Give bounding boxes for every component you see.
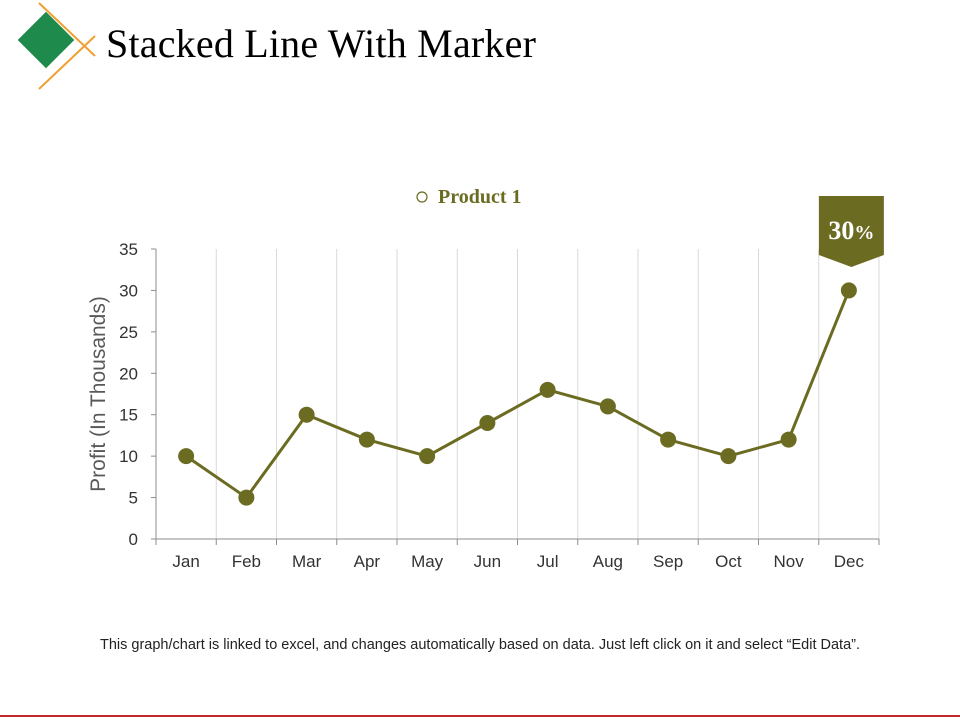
x-tick-label: Sep <box>653 552 683 571</box>
x-tick-label: Jun <box>474 552 501 571</box>
data-point <box>358 431 375 448</box>
legend-entry: Product 1 <box>438 186 522 208</box>
series-line <box>185 289 851 500</box>
data-point <box>660 431 677 448</box>
callout-banner <box>818 196 884 267</box>
x-tick-label: Mar <box>292 552 322 571</box>
chart-legend: Product 1 <box>416 186 522 208</box>
data-point <box>720 448 737 465</box>
data-point <box>539 381 556 398</box>
data-point <box>178 448 195 465</box>
x-axis-ticks: Jan Feb Mar Apr May Jun Jul Aug Sep Oct Nov Dec <box>155 539 880 571</box>
x-tick-label: Oct <box>715 552 742 571</box>
x-tick-label: Feb <box>232 552 261 571</box>
legend-marker-icon <box>416 191 428 203</box>
x-tick-label: Dec <box>834 552 865 571</box>
data-point <box>780 431 797 448</box>
y-axis-ticks: 0 5 10 15 20 25 30 35 <box>119 240 156 549</box>
slide-title: Stacked Line With Marker <box>106 21 537 66</box>
data-point <box>238 489 255 506</box>
callout-label: 30% <box>828 216 874 245</box>
data-point <box>298 406 315 423</box>
x-tick-label: Jan <box>172 552 199 571</box>
callout-value: 30 <box>828 216 854 245</box>
y-axis-label: Profit (In Thousands) <box>87 296 110 492</box>
chart-series <box>178 282 857 506</box>
y-axis-label-group: Profit (In Thousands) <box>87 296 110 492</box>
y-tick-label: 5 <box>129 489 138 508</box>
x-tick-label: May <box>411 552 444 571</box>
value-callout: 30% <box>818 196 884 267</box>
y-tick-label: 15 <box>119 406 138 425</box>
y-tick-label: 10 <box>119 447 138 466</box>
chart-grid <box>215 249 880 539</box>
footer-rule <box>0 715 960 717</box>
x-tick-label: Nov <box>774 552 805 571</box>
data-point <box>599 398 616 415</box>
y-tick-label: 25 <box>119 323 138 342</box>
y-tick-label: 0 <box>129 530 138 549</box>
y-tick-label: 30 <box>119 281 138 300</box>
logo-diamond-icon <box>17 2 96 90</box>
line-chart[interactable]: Product 1 0 5 10 15 20 25 30 35 Jan Feb Mar Apr May… <box>0 0 960 630</box>
y-tick-label: 20 <box>119 364 138 383</box>
x-tick-label: Aug <box>593 552 623 571</box>
data-point <box>419 448 436 465</box>
data-point <box>479 415 496 431</box>
footnote: This graph/chart is linked to excel, and… <box>99 637 861 653</box>
x-tick-label: Jul <box>537 552 559 571</box>
y-tick-label: 35 <box>119 240 138 259</box>
x-tick-label: Apr <box>354 552 381 571</box>
callout-unit: % <box>854 222 874 244</box>
data-point <box>840 282 857 299</box>
